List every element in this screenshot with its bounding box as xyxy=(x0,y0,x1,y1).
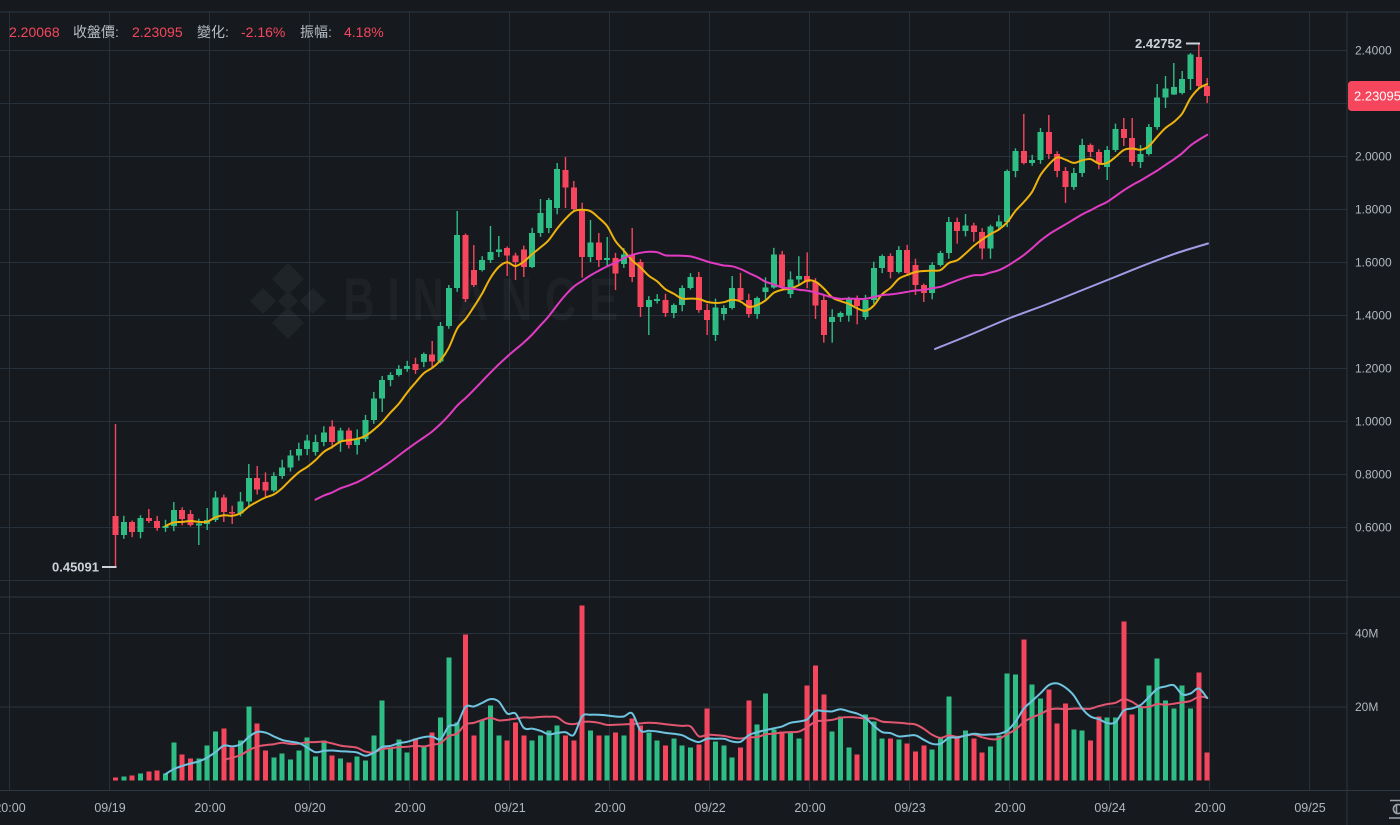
svg-text:09/22: 09/22 xyxy=(694,801,725,815)
svg-text:20:00: 20:00 xyxy=(1194,801,1225,815)
svg-text:09/24: 09/24 xyxy=(1094,801,1125,815)
svg-text:0.45091: 0.45091 xyxy=(52,560,99,575)
svg-text:2.0000: 2.0000 xyxy=(1355,150,1392,164)
svg-text:40M: 40M xyxy=(1355,627,1378,641)
svg-text:20:00: 20:00 xyxy=(194,801,225,815)
svg-text:1.8000: 1.8000 xyxy=(1355,203,1392,217)
svg-text:20:00: 20:00 xyxy=(594,801,625,815)
svg-text:2.42752: 2.42752 xyxy=(1135,36,1182,51)
svg-text:0.8000: 0.8000 xyxy=(1355,468,1392,482)
svg-text:收盤價:: 收盤價: xyxy=(73,24,119,40)
svg-text:09/25: 09/25 xyxy=(1294,801,1325,815)
svg-text:20:00: 20:00 xyxy=(0,801,26,815)
svg-text:20:00: 20:00 xyxy=(394,801,425,815)
svg-text:09/20: 09/20 xyxy=(294,801,325,815)
svg-text:2.4000: 2.4000 xyxy=(1355,44,1392,58)
svg-text:振幅:: 振幅: xyxy=(300,24,332,40)
svg-text:1.0000: 1.0000 xyxy=(1355,415,1392,429)
svg-text:09/23: 09/23 xyxy=(894,801,925,815)
svg-text:2.20068: 2.20068 xyxy=(9,24,60,40)
svg-text:09/19: 09/19 xyxy=(94,801,125,815)
svg-text:1.6000: 1.6000 xyxy=(1355,256,1392,270)
svg-text:BINANCE: BINANCE xyxy=(343,267,630,334)
svg-text:-2.16%: -2.16% xyxy=(241,24,285,40)
svg-text:20M: 20M xyxy=(1355,700,1378,714)
svg-text:09/21: 09/21 xyxy=(494,801,525,815)
svg-text:1.2000: 1.2000 xyxy=(1355,362,1392,376)
svg-text:20:00: 20:00 xyxy=(994,801,1025,815)
svg-text:變化:: 變化: xyxy=(197,24,229,40)
svg-text:4.18%: 4.18% xyxy=(344,24,384,40)
svg-text:2.23095: 2.23095 xyxy=(132,24,183,40)
svg-text:20:00: 20:00 xyxy=(794,801,825,815)
svg-text:2.23095: 2.23095 xyxy=(1354,89,1400,104)
svg-text:1.4000: 1.4000 xyxy=(1355,309,1392,323)
svg-text:0.6000: 0.6000 xyxy=(1355,521,1392,535)
